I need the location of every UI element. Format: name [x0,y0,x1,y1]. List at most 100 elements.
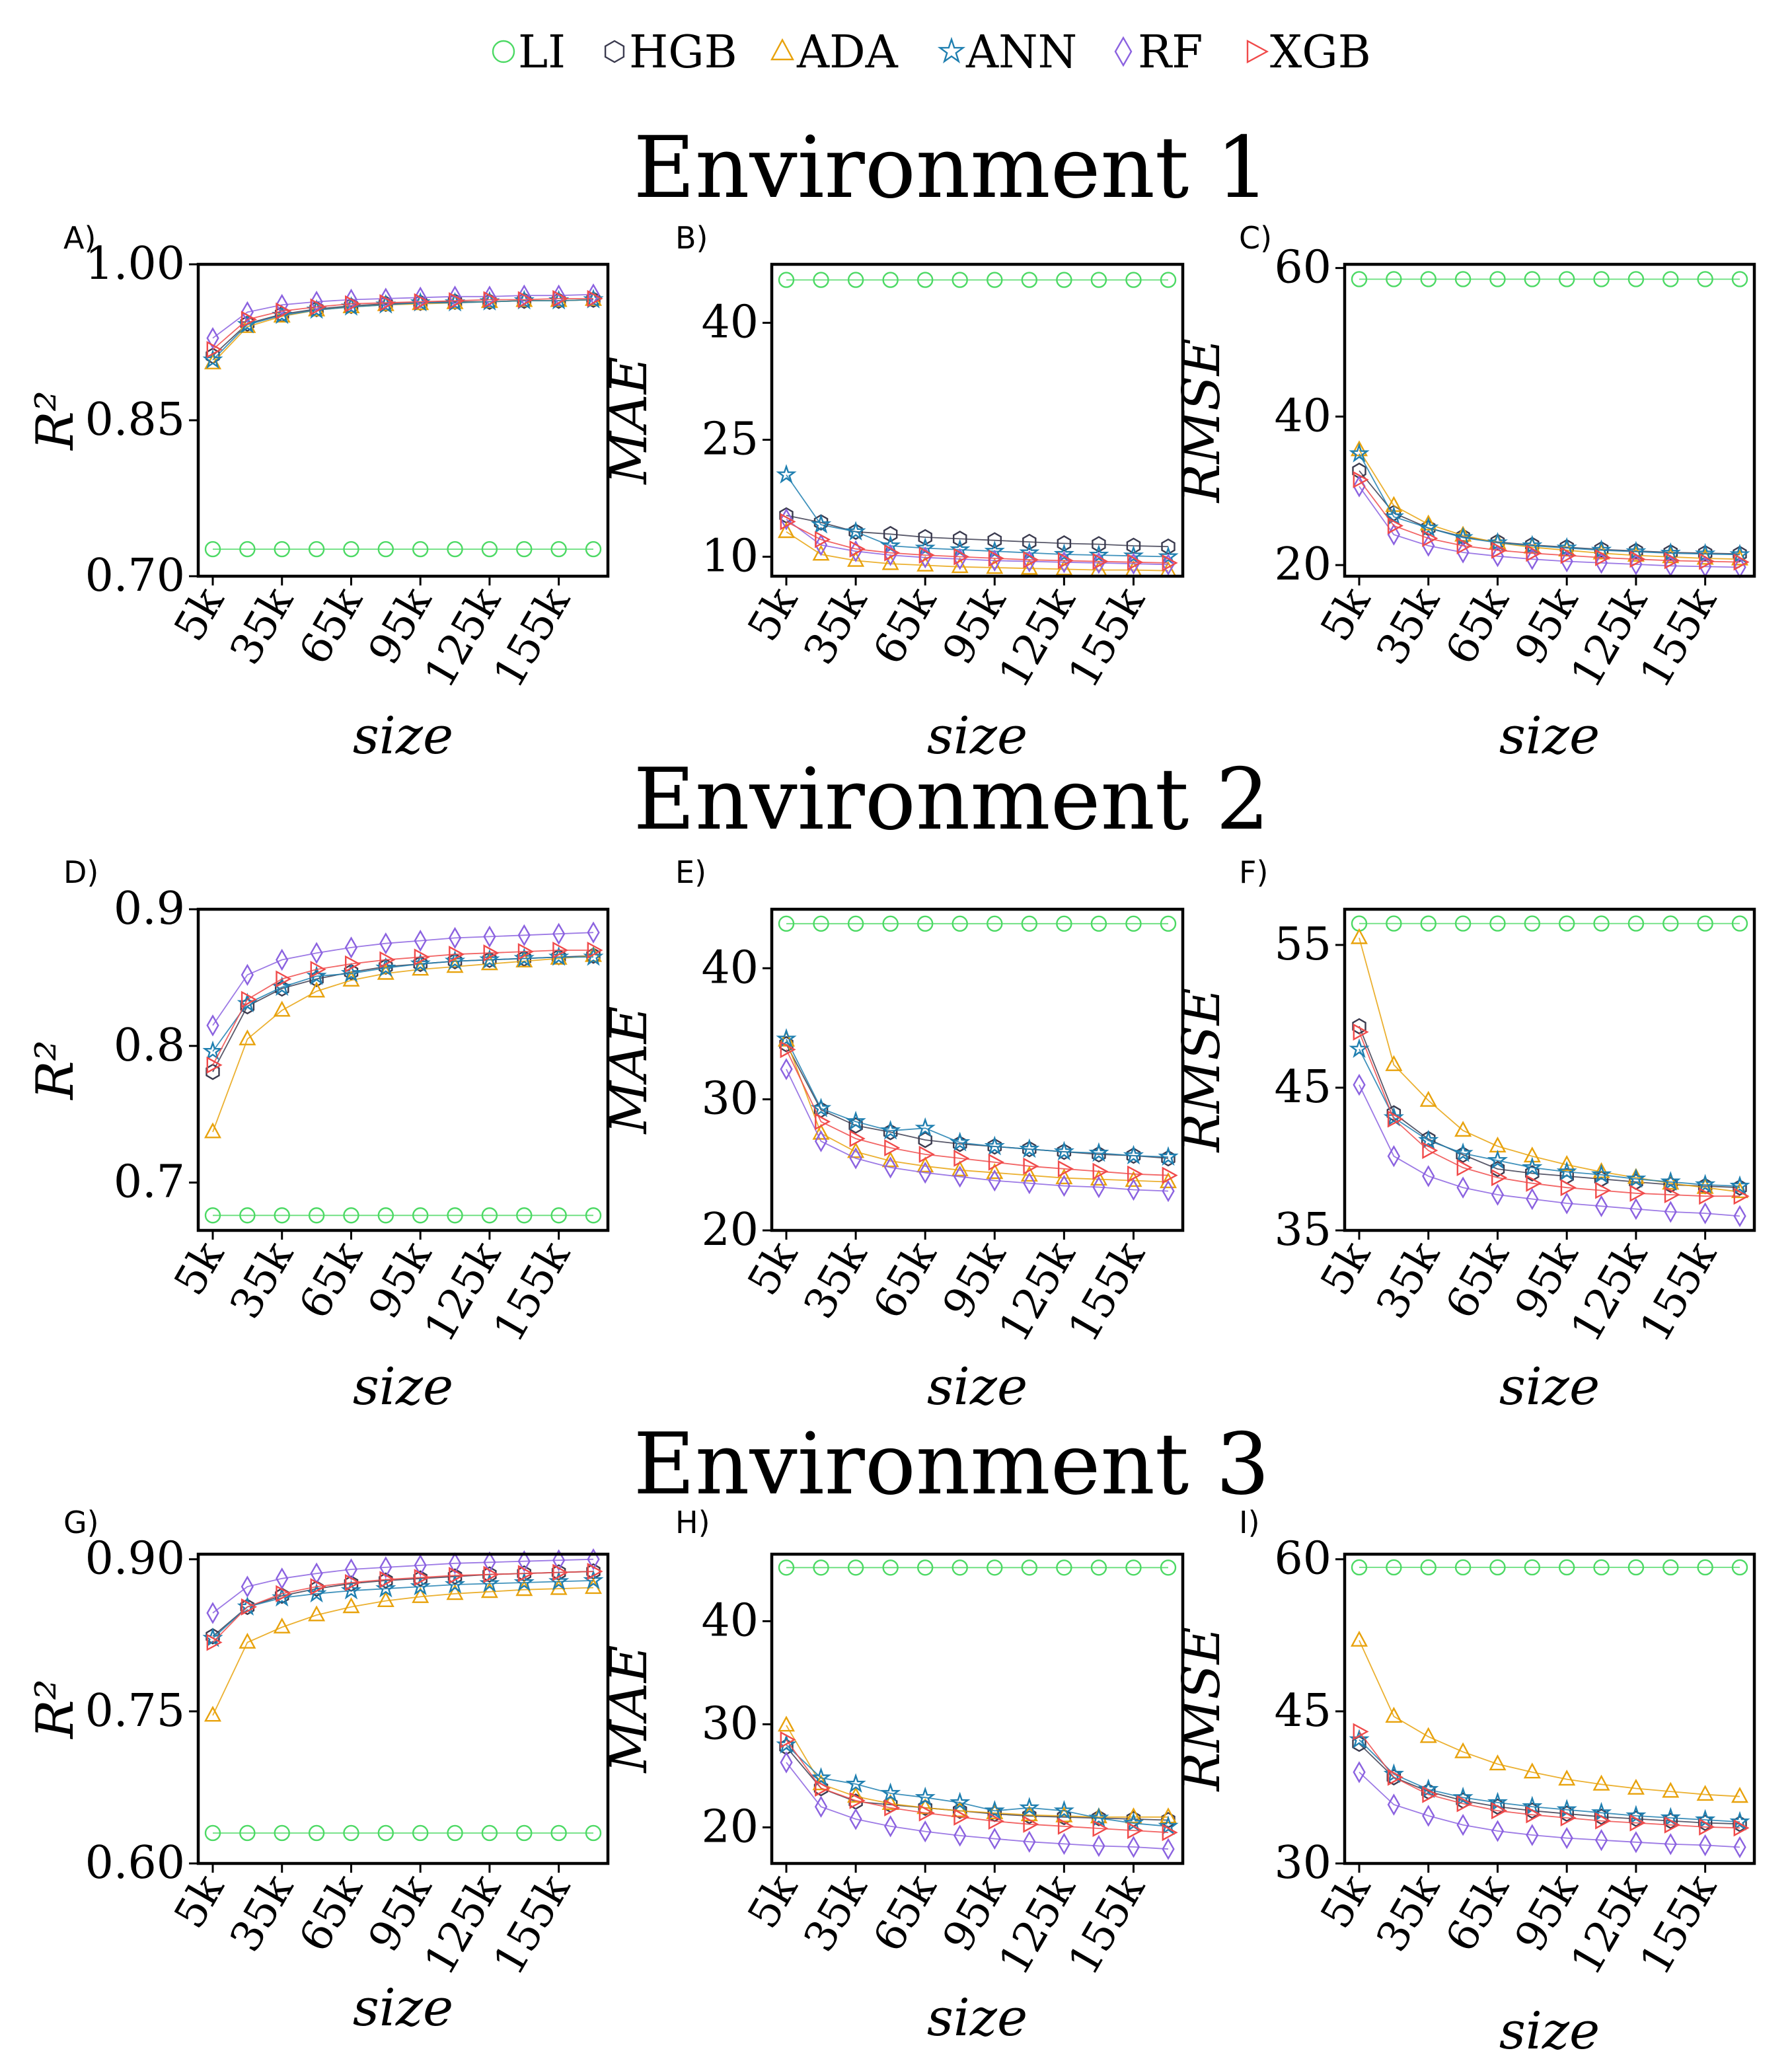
y-axis-label: MAE [599,356,659,485]
series-xgb [780,513,1178,572]
legend-label: ANN [965,26,1077,79]
data-point [1123,1144,1144,1165]
data-point [1022,533,1037,550]
y-tick-label: 0.9 [114,883,185,935]
data-point [916,915,934,932]
data-point [310,298,326,316]
data-point [1594,541,1609,558]
data-point [1490,1160,1505,1178]
data-point [1023,1172,1036,1195]
data-point [916,555,934,572]
x-axis-label: size [1499,706,1600,766]
data-point [1627,1778,1645,1795]
data-point [414,929,427,952]
data-point [1386,1559,1402,1576]
data-point [1127,1165,1144,1183]
data-point [276,948,289,971]
data-point [1418,517,1439,537]
series-line [212,955,594,1133]
data-point [585,1207,602,1224]
y-axis-label: RMSE [1172,338,1232,504]
data-point [239,1029,256,1045]
data-point [1660,1171,1681,1191]
data-point [1420,1559,1437,1576]
data-point [845,1773,866,1793]
data-point [915,1117,936,1137]
data-point [1594,1828,1608,1852]
series-rf [1353,475,1746,579]
data-point [1454,271,1472,287]
data-point [1625,1168,1647,1188]
data-point [1731,1787,1749,1803]
plot-frame [1343,907,1756,1232]
data-point [1697,915,1713,932]
data-point [780,1041,796,1059]
data-point [446,1584,464,1600]
data-point [552,1549,566,1571]
series-xgb [1353,1023,1750,1205]
series-line [212,299,594,361]
data-point [883,525,898,543]
data-point [241,311,258,328]
series-line [212,932,594,1026]
data-point [1057,552,1074,570]
series-hgb [205,1563,601,1645]
data-point [587,283,600,306]
data-point [587,1548,600,1571]
series-li [778,272,1177,288]
data-point [810,513,832,534]
series-li [204,1207,602,1224]
y-tick-label: 40 [701,942,759,994]
series-line [212,297,593,350]
x-tick-label: 35k [1367,1866,1450,1960]
data-point [987,272,1003,288]
data-point [918,1820,932,1843]
data-point [552,922,566,945]
data-point [1595,548,1612,566]
data-point [1456,537,1473,554]
data-point [1160,1559,1177,1576]
data-point [952,1559,968,1576]
data-point [988,1169,1001,1192]
series-ann [776,1734,1179,1836]
data-point [483,291,500,309]
y-tick-label: 40 [1274,390,1331,442]
data-point [1353,475,1366,498]
data-point [779,1035,794,1053]
data-point [810,1767,832,1787]
data-point [988,549,1001,572]
data-point [778,915,795,932]
series-line [1359,1640,1740,1797]
data-point [482,952,497,968]
y-tick-label: 20 [701,1801,759,1853]
series-xgb [206,1563,603,1651]
data-point [241,963,254,987]
data-point [379,951,396,969]
series-rf [1353,1761,1746,1859]
data-point [950,1131,971,1152]
data-point [204,1824,221,1842]
data-point [1057,1832,1070,1856]
environment-2-title: Environment 2 [634,751,1270,849]
y-tick-label: 1.00 [85,238,185,290]
data-point [810,1098,832,1117]
data-point [1733,553,1750,571]
x-tick-label: 35k [221,1866,303,1960]
data-point [1489,915,1506,932]
data-point [586,947,601,964]
data-point [1019,1138,1040,1158]
data-point [1699,1834,1712,1857]
data-point [1560,1192,1573,1215]
data-point [1092,1834,1105,1857]
data-point [1387,1110,1404,1128]
data-point [517,943,534,961]
data-point [1090,272,1107,288]
data-point [847,1559,864,1576]
x-tick-label: 35k [221,1233,303,1327]
y-axis-label: R² [26,1679,85,1740]
data-point [379,1571,396,1589]
data-point [812,544,830,561]
data-point [952,272,968,288]
